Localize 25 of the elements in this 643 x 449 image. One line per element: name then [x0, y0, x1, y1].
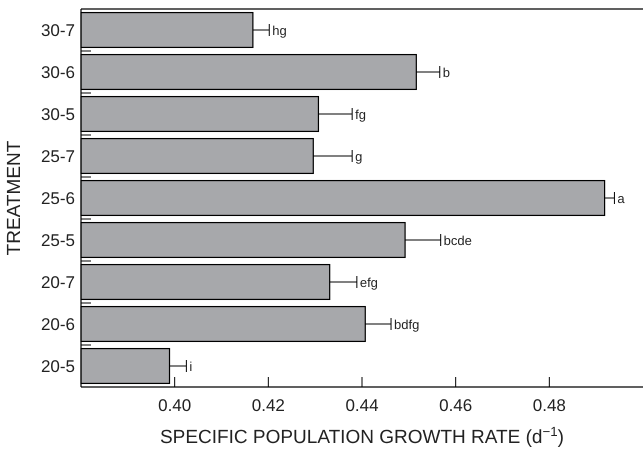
y-tick-label: 25-6 [40, 189, 75, 208]
x-axis-title: SPECIFIC POPULATION GROWTH RATE (d$^{−1}$) [160, 424, 564, 448]
annotation: b [442, 65, 450, 80]
y-tick-label: 25-5 [40, 231, 75, 250]
y-tick-label: 20-6 [40, 315, 75, 334]
annotation: fg [355, 107, 366, 122]
y-tick-label: 20-5 [40, 357, 75, 376]
y-axis-title: TREATMENT [4, 140, 25, 256]
y-tick-label: 25-7 [40, 147, 75, 166]
x-tick-label: 0.44 [345, 396, 379, 415]
annotation: a [617, 191, 626, 206]
x-tick-label: 0.42 [252, 396, 285, 415]
annotation: efg [360, 275, 378, 290]
y-tick-label: 30-6 [40, 63, 75, 82]
annotation: g [355, 149, 362, 164]
annotation: hg [272, 23, 287, 38]
x-tick-label: 0.40 [158, 396, 192, 415]
y-tick-label: 30-7 [40, 21, 75, 40]
x-tick-label: 0.48 [532, 396, 566, 415]
x-tick-label: 0.46 [439, 396, 472, 415]
annotation: bdfg [394, 317, 420, 332]
y-tick-label: 20-7 [40, 273, 75, 292]
annotation: i [189, 359, 192, 374]
y-tick-label: 30-5 [40, 105, 75, 124]
annotation: bcde [444, 233, 472, 248]
